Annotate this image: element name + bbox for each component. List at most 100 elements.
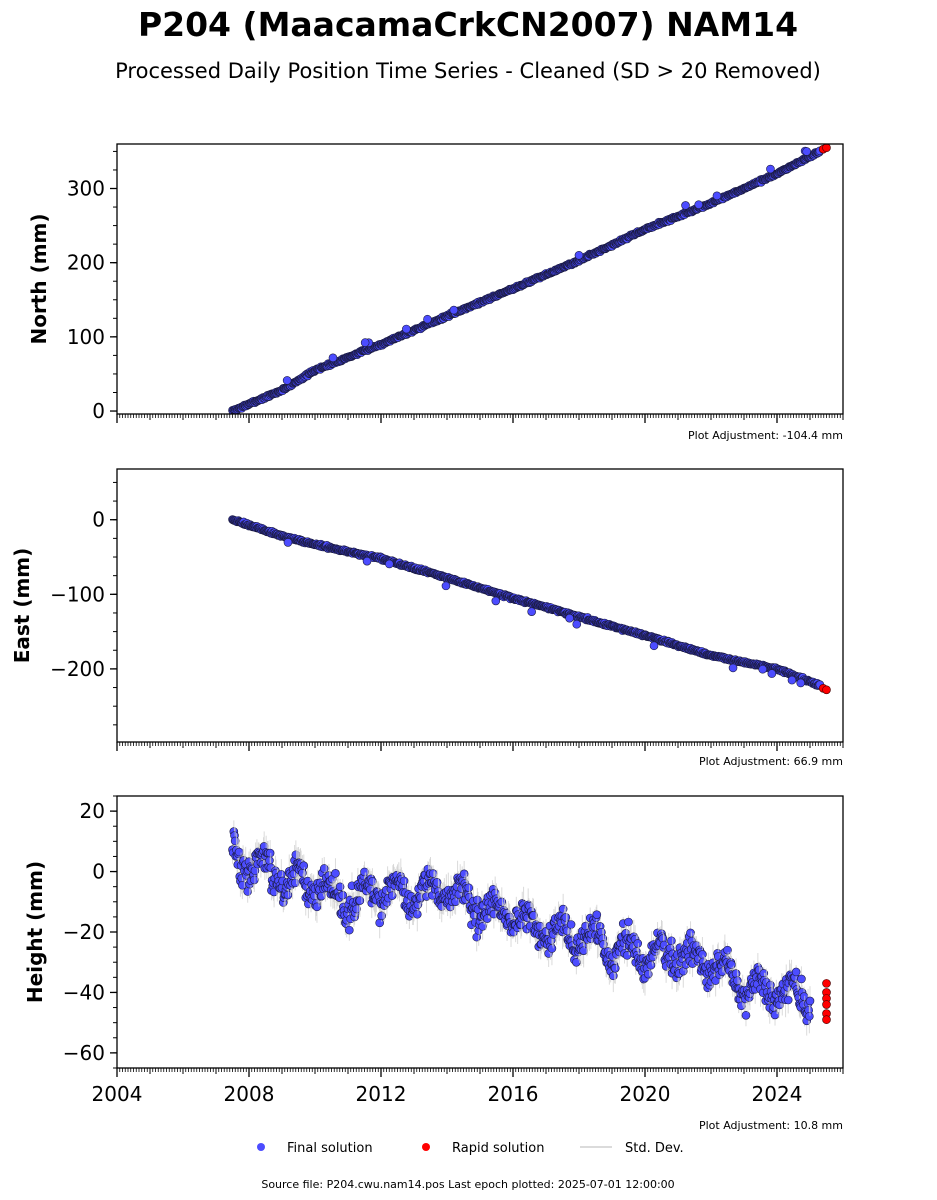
final-solution-point [282, 376, 292, 385]
final-solution-point [574, 250, 584, 260]
rapid-solution-point [822, 979, 831, 988]
final-solution-point [566, 920, 576, 929]
final-solution-point [633, 939, 643, 948]
final-solution-point [797, 974, 806, 984]
chart-subtitle: Processed Daily Position Time Series - C… [115, 59, 821, 83]
legend-rapid-marker [422, 1143, 430, 1151]
y-tick-label: −60 [63, 1041, 105, 1065]
final-solution-point [681, 201, 690, 210]
final-solution-point [449, 305, 459, 315]
legend: Final solution Rapid solution Std. Dev. [257, 1141, 684, 1156]
final-solution-point [265, 856, 274, 865]
final-solution-point [385, 559, 394, 569]
final-solution-point [802, 147, 811, 156]
y-tick-label: 20 [80, 799, 105, 823]
final-solution-point [423, 314, 432, 324]
y-axis-label: East (mm) [10, 548, 34, 664]
x-tick-label: 2012 [356, 1082, 407, 1106]
final-solution-point [283, 538, 293, 547]
plot-frame [116, 468, 844, 743]
final-solution-point [412, 909, 422, 919]
final-solution-point [610, 963, 620, 973]
legend-final-marker [257, 1143, 265, 1151]
source-file-text: Source file: P204.cwu.nam14.pos Last epo… [261, 1178, 674, 1191]
final-solution-point [265, 848, 275, 858]
final-solution-point [805, 1011, 814, 1021]
final-solution-point [249, 875, 259, 885]
final-solution-point [432, 878, 442, 887]
final-solution-point [352, 904, 361, 914]
panel-2: −60 −40 −20 0 20 2004 2008 2012 2016 2020 2024 Heig… [23, 795, 844, 1132]
final-solution-point [723, 945, 732, 955]
chart-title: P204 (MaacamaCrkCN2007) NAM14 [138, 5, 798, 44]
final-solution-point [796, 678, 806, 688]
final-solution-point [377, 911, 386, 921]
panel-points [228, 820, 831, 1036]
y-tick-label: 0 [92, 860, 105, 884]
y-axis-label: Height (mm) [23, 861, 47, 1003]
final-solution-point [572, 957, 581, 967]
plot-adjustment-text: Plot Adjustment: 66.9 mm [699, 755, 843, 768]
final-solution-point [686, 928, 695, 938]
legend-rapid-label: Rapid solution [452, 1141, 544, 1156]
final-solution-point [783, 995, 793, 1005]
final-solution-point [766, 164, 775, 174]
panel-0: 0 100 200 300 North (mm) Plot Adjustment: -10… [27, 143, 844, 442]
y-tick-label: −20 [63, 920, 105, 944]
final-solution-point [667, 936, 676, 946]
final-solution-point [643, 969, 653, 979]
panel-points [228, 144, 831, 414]
final-solution-point [649, 641, 659, 651]
final-solution-point [787, 675, 797, 685]
final-solution-point [345, 925, 354, 935]
final-solution-point [805, 996, 815, 1006]
final-solution-point [491, 596, 501, 606]
final-solution-point [712, 191, 722, 201]
final-solution-point [464, 883, 474, 893]
legend-final-label: Final solution [287, 1141, 373, 1156]
final-solution-point [728, 663, 738, 673]
x-tick-label: 2004 [92, 1082, 143, 1106]
final-solution-point [331, 869, 340, 878]
final-solution-point [387, 891, 397, 900]
rapid-solution-point [822, 144, 831, 153]
final-solution-point [319, 864, 329, 873]
final-solution-point [312, 902, 322, 912]
final-solution-point [338, 890, 348, 900]
y-tick-label: 200 [67, 251, 105, 275]
legend-stddev-label: Std. Dev. [625, 1141, 684, 1156]
x-tick-label: 2020 [620, 1082, 671, 1106]
final-solution-point [299, 861, 309, 870]
plot-adjustment-text: Plot Adjustment: 10.8 mm [699, 1119, 843, 1132]
x-tick-label: 2024 [752, 1082, 803, 1106]
panel-points [228, 515, 831, 695]
y-tick-label: 0 [92, 508, 105, 532]
y-tick-label: 300 [67, 177, 105, 201]
final-solution-point [646, 960, 656, 970]
final-solution-point [791, 967, 801, 977]
final-solution-point [497, 897, 507, 907]
final-solution-point [355, 896, 365, 905]
final-solution-point [527, 607, 536, 616]
y-tick-label: 100 [67, 325, 105, 349]
rapid-solution-point [822, 685, 831, 695]
final-solution-point [362, 556, 372, 566]
y-tick-label: −100 [50, 582, 105, 606]
final-solution-point [609, 971, 618, 981]
final-solution-point [451, 897, 460, 906]
final-solution-point [731, 969, 741, 978]
final-solution-point [547, 944, 557, 953]
final-solution-point [624, 917, 633, 927]
rapid-solution-point [822, 1015, 831, 1024]
final-solution-point [402, 324, 411, 334]
y-tick-label: −200 [50, 657, 105, 681]
final-solution-point [399, 876, 409, 886]
final-solution-point [758, 664, 768, 674]
final-solution-point [565, 613, 574, 623]
final-solution-point [360, 867, 369, 877]
x-tick-label: 2016 [488, 1082, 539, 1106]
final-solution-point [368, 877, 377, 886]
final-solution-point [767, 669, 777, 678]
rapid-solution-point [822, 1000, 831, 1009]
